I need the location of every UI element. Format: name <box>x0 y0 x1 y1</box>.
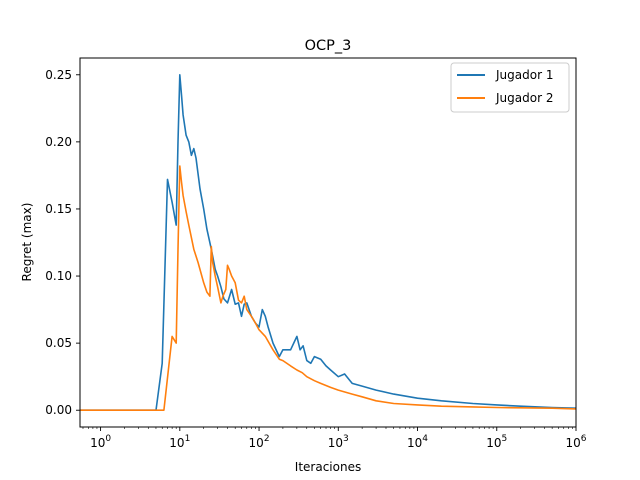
x-tick-label: 102 <box>249 434 270 450</box>
x-axis: 100 101 102 103 104 105 106 <box>82 427 587 450</box>
y-tick-label: 0.05 <box>45 336 72 350</box>
x-tick-label: 105 <box>486 434 507 450</box>
y-tick-label: 0.10 <box>45 269 72 283</box>
x-tick-label: 100 <box>90 434 111 450</box>
y-axis-label: Regret (max) <box>20 203 34 282</box>
chart-title: OCP_3 <box>305 38 352 54</box>
y-tick-label: 0.20 <box>45 135 72 149</box>
series-line-1 <box>80 74 577 412</box>
x-tick-label: 106 <box>565 434 586 450</box>
x-axis-label: Iteraciones <box>295 460 361 474</box>
series-layer <box>80 74 577 412</box>
plot-area <box>79 57 577 428</box>
y-axis: 0.00 0.05 0.10 0.15 0.20 0.25 <box>45 68 80 417</box>
series-line-2 <box>80 165 577 412</box>
x-tick-label: 103 <box>328 434 349 450</box>
legend-label-jugador-2: Jugador 2 <box>495 91 553 105</box>
x-tick-label: 101 <box>169 434 190 450</box>
y-tick-label: 0.25 <box>45 68 72 82</box>
plot-frame <box>79 57 577 428</box>
legend-label-jugador-1: Jugador 1 <box>495 68 553 82</box>
legend: Jugador 1 Jugador 2 <box>450 62 570 113</box>
y-tick-label: 0.00 <box>45 403 72 417</box>
x-tick-label: 104 <box>407 434 428 450</box>
y-tick-label: 0.15 <box>45 202 72 216</box>
